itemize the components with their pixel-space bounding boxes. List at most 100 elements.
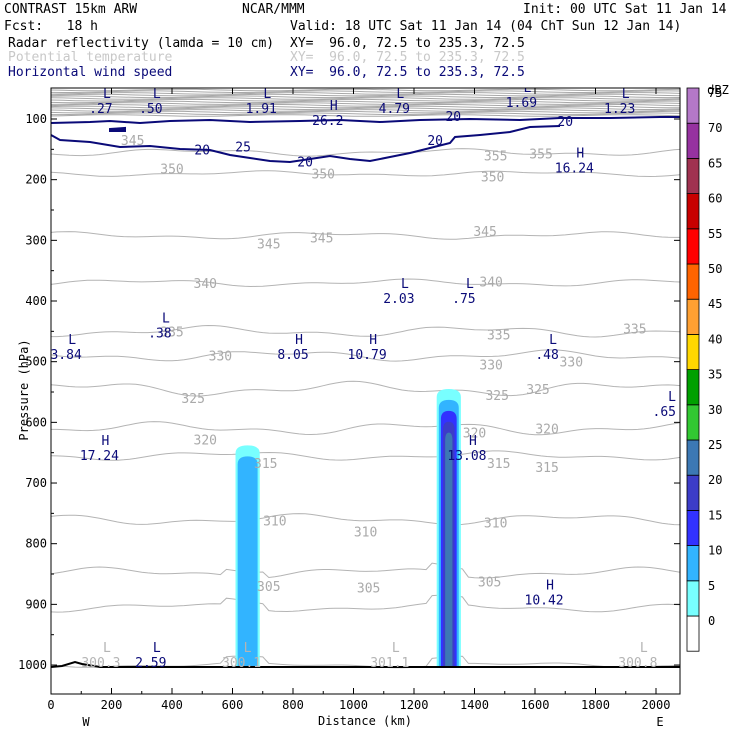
x-tick-label: 400: [161, 698, 183, 712]
extremum-symbol: H: [546, 578, 554, 593]
colorbar-label: 55: [708, 227, 722, 241]
x-axis-label: Distance (km): [318, 714, 412, 728]
theta-label: 315: [535, 461, 558, 476]
theta-label: 325: [181, 392, 204, 407]
colorbar-label: 30: [708, 403, 722, 417]
colorbar-swatch: [686, 474, 700, 511]
colorbar-swatch: [686, 404, 700, 441]
theta-label: 310: [484, 516, 507, 531]
y-tick-label: 100: [25, 112, 47, 126]
wind-label: 20: [194, 143, 210, 158]
extremum-value: 1.69: [506, 96, 537, 111]
wind-label: 20: [445, 110, 461, 125]
extremum-symbol: L: [263, 87, 271, 102]
extremum-symbol: L: [523, 81, 531, 96]
colorbar-swatch: [686, 580, 700, 617]
extremum-value: 13.08: [447, 449, 486, 464]
y-tick-label: 300: [25, 233, 47, 247]
theta-label: 350: [160, 163, 183, 178]
extremum-value: 2.59: [135, 656, 166, 671]
theta-contour: [51, 380, 680, 397]
extremum-value: 4.79: [379, 102, 410, 117]
wind-label: 25: [235, 140, 251, 155]
colorbar-label: 10: [708, 544, 722, 558]
y-tick-label: 700: [25, 476, 47, 490]
theta-contour-stratosphere: [51, 103, 680, 107]
extremum-symbol: L: [668, 390, 676, 405]
theta-contour-stratosphere: [51, 112, 680, 116]
extremum-symbol: L: [401, 277, 409, 292]
colorbar-swatch: [686, 369, 700, 406]
extremum-symbol: H: [369, 333, 377, 348]
theta-label: 330: [479, 359, 502, 374]
colorbar-label: 20: [708, 473, 722, 487]
theta-contour-stratosphere: [51, 88, 680, 92]
colorbar-swatch: [686, 298, 700, 335]
extremum-symbol: L: [392, 641, 400, 656]
y-tick-label: 400: [25, 294, 47, 308]
wind-label: 20: [297, 155, 313, 170]
y-tick-label: 1000: [18, 658, 47, 672]
colorbar-swatch: [686, 263, 700, 300]
theta-contour: [51, 278, 680, 288]
theta-label: 350: [312, 168, 335, 183]
extremum-value: 300.1: [222, 656, 261, 671]
theta-contour-stratosphere: [51, 95, 680, 99]
extremum-value: 300.8: [618, 656, 657, 671]
west-label: W: [82, 715, 90, 729]
theta-label: 335: [487, 328, 510, 343]
extremum-symbol: L: [549, 333, 557, 348]
theta-contour-stratosphere: [51, 97, 680, 100]
extremum-symbol: L: [68, 333, 76, 348]
theta-contour-stratosphere: [51, 100, 680, 104]
x-tick-label: 1200: [400, 698, 429, 712]
y-tick-label: 600: [25, 415, 47, 429]
x-tick-label: 1600: [521, 698, 550, 712]
extremum-symbol: L: [103, 641, 111, 656]
theta-contour: [51, 324, 680, 338]
colorbar-label: 5: [708, 579, 715, 593]
extremum-value: .27: [89, 102, 112, 117]
x-tick-label: 200: [101, 698, 123, 712]
field-xy-wind: XY= 96.0, 72.5 to 235.3, 72.5: [290, 65, 525, 80]
theta-label: 315: [487, 457, 510, 472]
extremum-value: 301.1: [370, 656, 409, 671]
field-name-theta: Potential temperature: [8, 50, 173, 65]
extremum-symbol: L: [466, 277, 474, 292]
theta-label: 320: [194, 433, 217, 448]
theta-contour: [51, 421, 680, 436]
theta-contour-stratosphere: [51, 92, 680, 95]
theta-label: 320: [463, 427, 486, 442]
colorbar-label: 25: [708, 438, 722, 452]
extremum-value: 300.3: [81, 656, 120, 671]
theta-label: 355: [529, 148, 552, 163]
theta-contour: [51, 170, 680, 178]
theta-label: 330: [209, 350, 232, 365]
colorbar-unit: dBZ: [707, 83, 729, 97]
wind-contour: [51, 116, 680, 125]
wind-label: 20: [557, 115, 573, 130]
theta-label: 305: [478, 575, 501, 590]
center-title: NCAR/MMM: [242, 2, 305, 17]
theta-contour: [51, 562, 680, 579]
theta-contour-stratosphere: [51, 105, 680, 109]
extremum-value: 17.24: [80, 449, 119, 464]
theta-contour-stratosphere: [51, 98, 680, 102]
y-tick-label: 800: [25, 537, 47, 551]
extremum-symbol: L: [622, 87, 630, 102]
theta-label: 335: [623, 322, 646, 337]
extremum-value: 2.03: [383, 292, 414, 307]
x-tick-label: 1800: [581, 698, 610, 712]
theta-label: 355: [484, 149, 507, 164]
y-tick-label: 900: [25, 597, 47, 611]
theta-contour: [51, 231, 680, 240]
theta-contour-stratosphere: [51, 102, 680, 105]
extremum-symbol: L: [396, 87, 404, 102]
theta-contour-stratosphere: [51, 107, 680, 111]
field-xy-theta: XY= 96.0, 72.5 to 235.3, 72.5: [290, 50, 525, 65]
extremum-value: 1.91: [246, 102, 277, 117]
theta-label: 325: [526, 383, 549, 398]
colorbar-label: 70: [708, 121, 722, 135]
extremum-value: .75: [452, 292, 475, 307]
model-title: CONTRAST 15km ARW: [4, 2, 138, 17]
